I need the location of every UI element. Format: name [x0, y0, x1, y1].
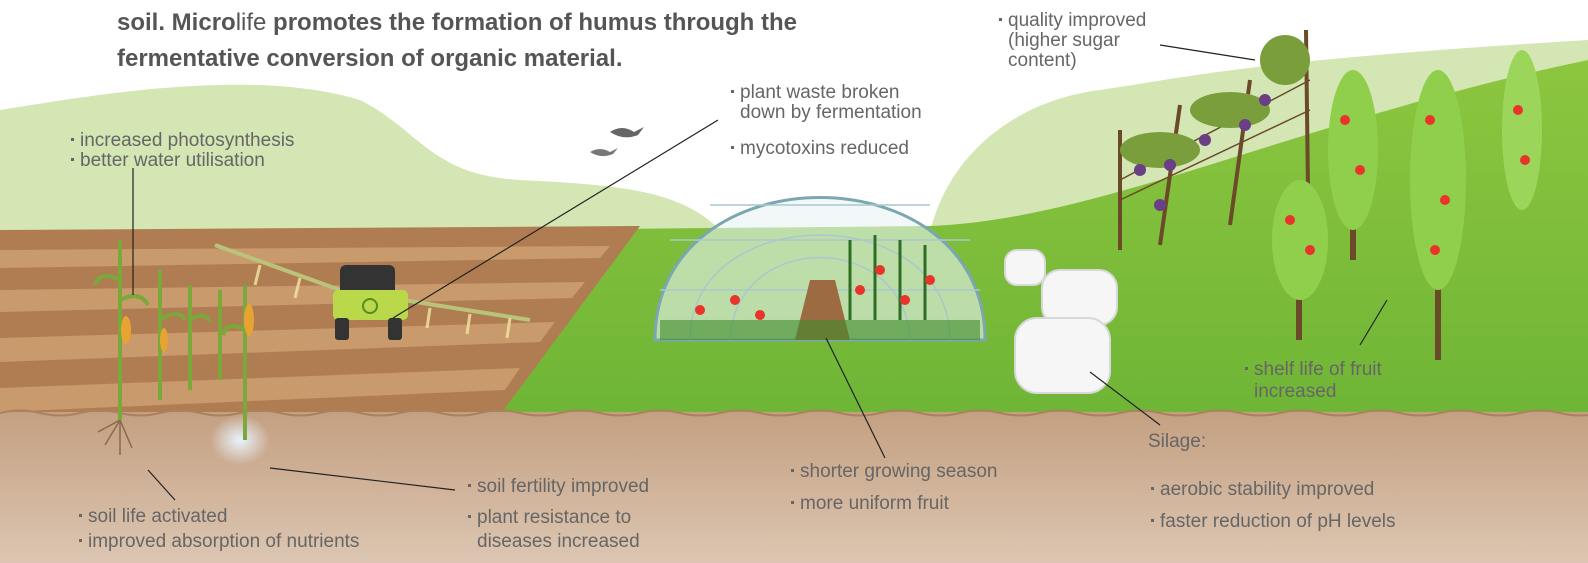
annotation: diseases increased: [477, 531, 640, 552]
annotation: (higher sugar: [1008, 30, 1121, 51]
intro-line: fermentative conversion of organic mater…: [117, 45, 623, 72]
infographic: soil. Microlife promotes the formation o…: [0, 0, 1588, 563]
bullet: [468, 484, 471, 487]
intro-text: soil. Micro: [117, 9, 236, 36]
annotation-heading: Silage:: [1148, 431, 1206, 452]
annotation: quality improved: [1008, 10, 1146, 31]
annotation: plant resistance to: [477, 507, 631, 528]
annotation: faster reduction of pH levels: [1160, 511, 1396, 532]
bullet: [468, 515, 471, 518]
annotation: shelf life of fruit: [1254, 359, 1382, 380]
annotation: increased: [1254, 381, 1336, 402]
intro: soil. Microlife promotes the formation o…: [117, 9, 797, 72]
annotation: improved absorption of nutrients: [88, 531, 359, 552]
bullet: [71, 138, 74, 141]
bullet: [731, 90, 734, 93]
annotation: content): [1008, 50, 1077, 71]
annotation: better water utilisation: [80, 150, 265, 171]
bullet: [791, 501, 794, 504]
intro-text: promotes the formation of humus through …: [266, 9, 797, 36]
bullet: [1151, 487, 1154, 490]
intro-text: life: [236, 9, 267, 36]
bullet: [791, 469, 794, 472]
annotation: shorter growing season: [800, 461, 998, 482]
annotation: soil fertility improved: [477, 476, 649, 497]
bullet: [79, 539, 82, 542]
annotation: more uniform fruit: [800, 493, 950, 514]
annotation: plant waste broken: [740, 82, 900, 103]
annotation: mycotoxins reduced: [740, 138, 909, 159]
bullet: [79, 514, 82, 517]
bullet: [999, 18, 1002, 21]
bullet: [71, 158, 74, 161]
annotation: down by fermentation: [740, 102, 922, 123]
bullet: [1245, 367, 1248, 370]
bullet: [1151, 519, 1154, 522]
annotation: increased photosynthesis: [80, 130, 294, 151]
annotation: soil life activated: [88, 506, 227, 527]
intro-line: soil. Microlife promotes the formation o…: [117, 9, 797, 36]
bullet: [731, 146, 734, 149]
annotation: aerobic stability improved: [1160, 479, 1374, 500]
